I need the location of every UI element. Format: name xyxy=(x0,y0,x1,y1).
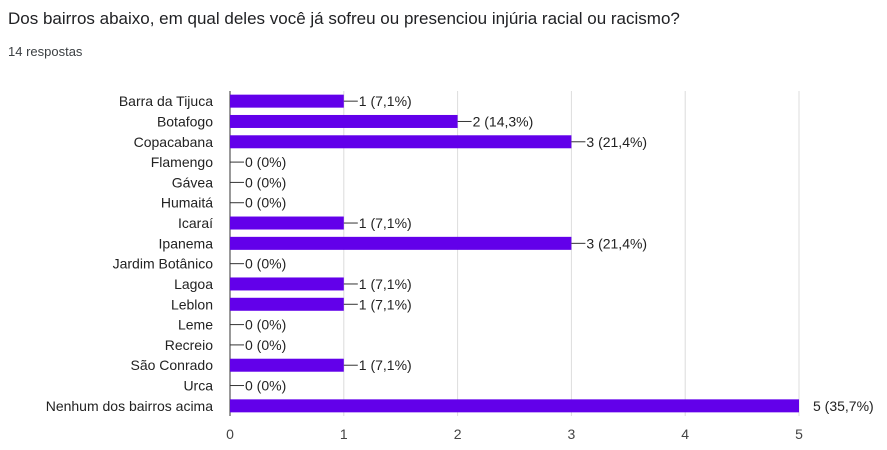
category-label: Leblon xyxy=(171,296,213,312)
data-label: 1 (7,1%) xyxy=(359,215,412,231)
data-label: 0 (0%) xyxy=(245,174,286,190)
category-label: Barra da Tijuca xyxy=(119,93,213,109)
data-label: 0 (0%) xyxy=(245,195,286,211)
category-label: Humaitá xyxy=(161,195,213,211)
data-label: 0 (0%) xyxy=(245,337,286,353)
category-label: Nenhum dos bairros acima xyxy=(46,398,214,414)
x-tick-label: 5 xyxy=(795,426,803,442)
data-label: 2 (14,3%) xyxy=(473,113,534,129)
data-label: 5 (35,7%) xyxy=(813,398,874,414)
bar xyxy=(230,114,458,128)
data-label: 0 (0%) xyxy=(245,378,286,394)
category-label: Ipanema xyxy=(159,235,214,251)
data-label: 3 (21,4%) xyxy=(586,235,647,251)
data-label: 1 (7,1%) xyxy=(359,276,412,292)
bar xyxy=(230,216,344,230)
category-label: Jardim Botânico xyxy=(113,256,214,272)
bar xyxy=(230,135,572,149)
x-tick-label: 3 xyxy=(568,426,576,442)
category-label: Icaraí xyxy=(178,215,213,231)
x-tick-label: 0 xyxy=(226,426,234,442)
bar xyxy=(230,358,344,372)
bar xyxy=(230,399,799,413)
category-label: Botafogo xyxy=(157,113,213,129)
data-label: 1 (7,1%) xyxy=(359,93,412,109)
x-tick-label: 1 xyxy=(340,426,348,442)
category-label: Copacabana xyxy=(134,134,214,150)
bar xyxy=(230,94,344,108)
category-label: Urca xyxy=(183,378,213,394)
question-title: Dos bairros abaixo, em qual deles você j… xyxy=(8,9,680,28)
data-label: 1 (7,1%) xyxy=(359,357,412,373)
data-label: 0 (0%) xyxy=(245,154,286,170)
data-label: 1 (7,1%) xyxy=(359,296,412,312)
x-tick-label: 2 xyxy=(454,426,462,442)
category-label: Flamengo xyxy=(151,154,213,170)
category-label: Gávea xyxy=(172,174,213,190)
category-label: Lagoa xyxy=(174,276,213,292)
category-label: São Conrado xyxy=(130,357,213,373)
bar xyxy=(230,297,344,311)
data-label: 0 (0%) xyxy=(245,317,286,333)
response-count: 14 respostas xyxy=(8,44,83,59)
bar xyxy=(230,236,572,250)
bar xyxy=(230,277,344,291)
x-tick-label: 4 xyxy=(681,426,689,442)
category-label: Leme xyxy=(178,317,213,333)
data-label: 0 (0%) xyxy=(245,256,286,272)
category-label: Recreio xyxy=(165,337,213,353)
data-label: 3 (21,4%) xyxy=(586,134,647,150)
